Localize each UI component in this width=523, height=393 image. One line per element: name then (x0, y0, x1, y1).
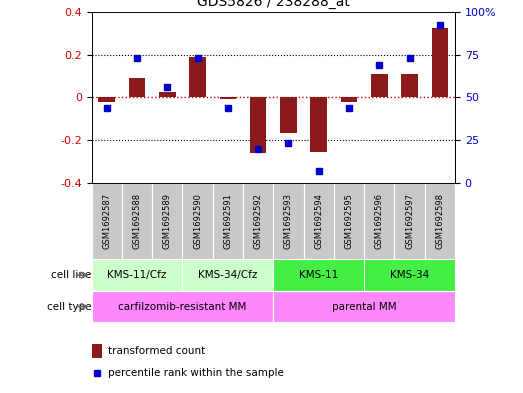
Text: GSM1692591: GSM1692591 (223, 193, 232, 249)
Bar (183, 183, 213, 259)
Bar (92, 259, 183, 291)
Text: GSM1692597: GSM1692597 (405, 193, 414, 249)
Text: GSM1692590: GSM1692590 (193, 193, 202, 249)
Text: parental MM: parental MM (332, 301, 396, 312)
Bar (183, 259, 274, 291)
Bar (92, 183, 122, 259)
Text: KMS-34/Cfz: KMS-34/Cfz (198, 270, 257, 280)
Bar (152, 183, 183, 259)
Text: GSM1692588: GSM1692588 (132, 193, 141, 249)
Bar (303, 183, 334, 259)
Text: GSM1692596: GSM1692596 (375, 193, 384, 249)
Title: GDS5826 / 238288_at: GDS5826 / 238288_at (197, 0, 350, 9)
Text: GSM1692594: GSM1692594 (314, 193, 323, 249)
Text: cell line: cell line (51, 270, 92, 280)
Bar (364, 259, 455, 291)
Bar (213, 183, 243, 259)
Text: transformed count: transformed count (108, 346, 205, 356)
Bar (92, 344, 101, 358)
Text: carfilzomib-resistant MM: carfilzomib-resistant MM (118, 301, 246, 312)
Bar (431, 28, 448, 97)
Bar (394, 183, 425, 259)
Bar (98, 97, 115, 101)
Text: cell type: cell type (47, 301, 92, 312)
Text: GSM1692598: GSM1692598 (435, 193, 445, 249)
Bar (274, 183, 303, 259)
Bar (340, 97, 357, 101)
Bar (122, 183, 152, 259)
Bar (274, 259, 364, 291)
Text: GSM1692592: GSM1692592 (254, 193, 263, 249)
Bar (425, 183, 455, 259)
Text: percentile rank within the sample: percentile rank within the sample (108, 368, 284, 378)
Bar (220, 97, 236, 99)
Text: KMS-11: KMS-11 (299, 270, 338, 280)
Text: GSM1692595: GSM1692595 (345, 193, 354, 249)
Text: KMS-11/Cfz: KMS-11/Cfz (107, 270, 167, 280)
Bar (189, 57, 206, 97)
Bar (280, 97, 297, 132)
Bar (364, 183, 394, 259)
Bar (129, 78, 145, 97)
Bar (274, 291, 455, 322)
Bar (243, 183, 274, 259)
Text: GSM1692587: GSM1692587 (102, 193, 111, 249)
Bar (310, 97, 327, 152)
Bar (250, 97, 266, 153)
Bar (401, 74, 418, 97)
Text: GSM1692589: GSM1692589 (163, 193, 172, 249)
Bar (159, 92, 176, 97)
Bar (334, 183, 364, 259)
Bar (92, 291, 274, 322)
Text: GSM1692593: GSM1692593 (284, 193, 293, 249)
Text: KMS-34: KMS-34 (390, 270, 429, 280)
Bar (371, 74, 388, 97)
